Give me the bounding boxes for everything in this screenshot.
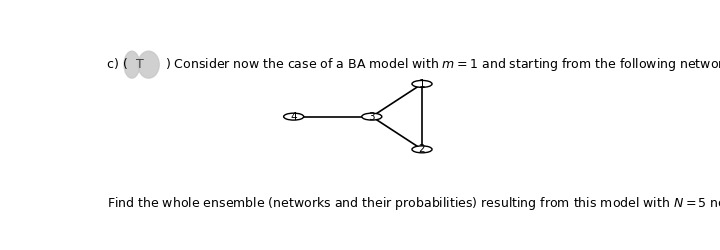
Circle shape [412,80,432,87]
Text: 2: 2 [419,144,426,154]
Circle shape [412,146,432,153]
Ellipse shape [138,51,159,78]
Text: Find the whole ensemble (networks and their probabilities) resulting from this m: Find the whole ensemble (networks and th… [107,195,720,212]
Text: ) Consider now the case of a BA model with $m = 1$ and starting from the followi: ) Consider now the case of a BA model wi… [166,56,720,73]
Text: T: T [136,58,144,71]
Text: 4: 4 [290,112,297,122]
Ellipse shape [124,51,140,78]
Text: 1: 1 [419,79,426,89]
Text: c) (: c) ( [107,58,127,71]
Circle shape [361,113,382,120]
Circle shape [284,113,304,120]
Text: 3: 3 [369,112,375,122]
